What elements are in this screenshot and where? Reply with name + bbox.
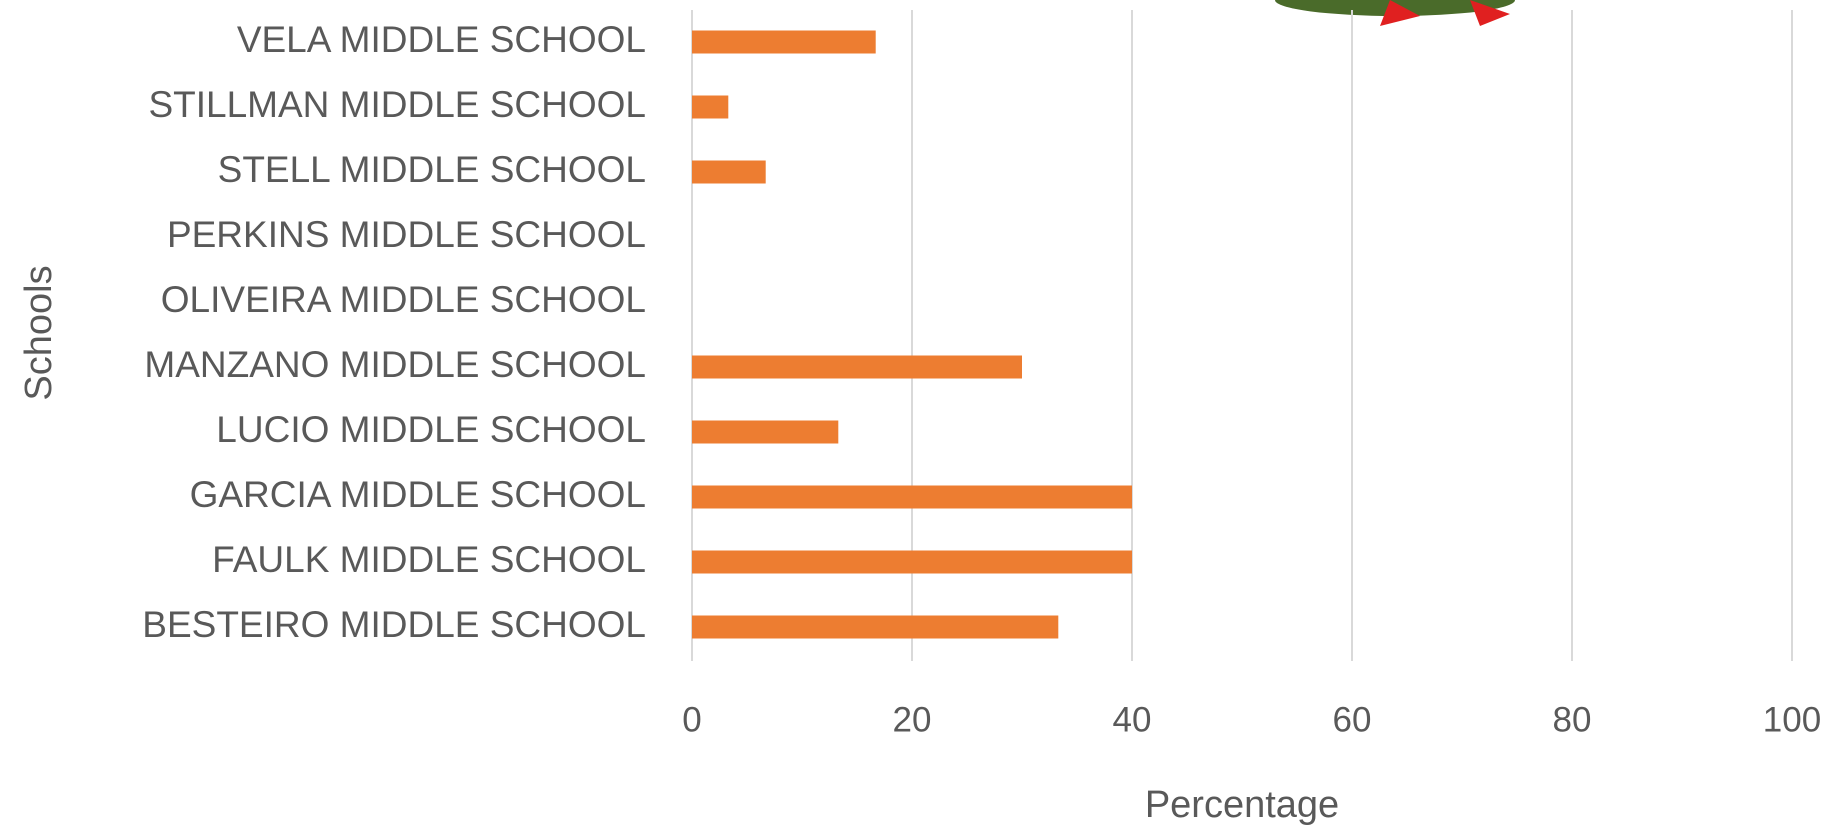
bar <box>692 355 1022 379</box>
y-tick-label: FAULK MIDDLE SCHOOL <box>212 539 646 580</box>
y-tick-label: STILLMAN MIDDLE SCHOOL <box>148 84 646 125</box>
y-tick-label: MANZANO MIDDLE SCHOOL <box>144 344 646 385</box>
bar <box>692 485 1132 509</box>
bar <box>692 160 766 184</box>
x-tick-label: 100 <box>1763 700 1821 739</box>
bar <box>692 420 839 444</box>
bar <box>692 95 729 119</box>
y-tick-label: BESTEIRO MIDDLE SCHOOL <box>142 604 646 645</box>
bar <box>692 615 1059 639</box>
x-tick-label: 40 <box>1113 700 1152 739</box>
y-tick-label: OLIVEIRA MIDDLE SCHOOL <box>161 279 646 320</box>
x-tick-label: 60 <box>1333 700 1372 739</box>
y-tick-label: PERKINS MIDDLE SCHOOL <box>167 214 646 255</box>
y-tick-label: STELL MIDDLE SCHOOL <box>218 149 646 190</box>
y-tick-label: VELA MIDDLE SCHOOL <box>237 19 646 60</box>
x-tick-label: 80 <box>1553 700 1592 739</box>
decoration <box>1275 0 1515 26</box>
x-tick-label: 20 <box>893 700 932 739</box>
bar <box>692 550 1132 574</box>
x-tick-label: 0 <box>682 700 701 739</box>
bar <box>692 30 876 54</box>
y-tick-label: LUCIO MIDDLE SCHOOL <box>216 409 646 450</box>
x-axis-title: Percentage <box>1145 784 1339 826</box>
y-axis-title: Schools <box>18 265 60 400</box>
y-tick-label: GARCIA MIDDLE SCHOOL <box>190 474 646 515</box>
